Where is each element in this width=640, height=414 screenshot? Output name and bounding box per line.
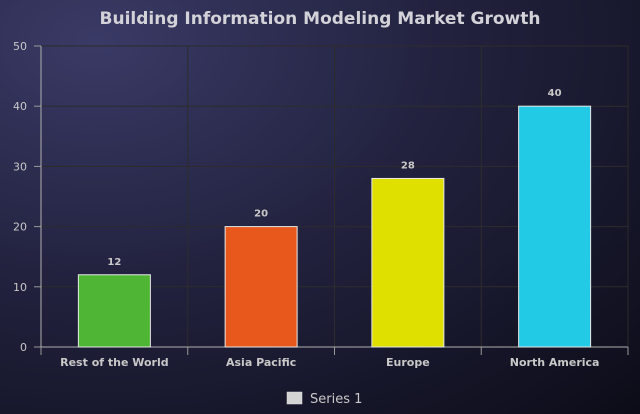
- legend-swatch[interactable]: [286, 391, 303, 405]
- y-tick-label: 50: [13, 40, 27, 53]
- x-tick-label: North America: [510, 356, 600, 369]
- chart-title: Building Information Modeling Market Gro…: [100, 9, 541, 29]
- data-label: 40: [548, 88, 562, 99]
- labels: 0 10 20 30 40 50 12 Rest of the World 20 Asia Pac…: [13, 40, 599, 369]
- data-label: 28: [401, 160, 415, 171]
- x-tick-label: Europe: [386, 356, 430, 369]
- y-tick-label: 30: [13, 160, 27, 173]
- bars: [77, 105, 592, 348]
- bar[interactable]: [518, 105, 592, 348]
- bar[interactable]: [371, 177, 445, 348]
- x-tick-label: Asia Pacific: [226, 356, 296, 369]
- x-tick-label: Rest of the World: [60, 356, 169, 369]
- bar[interactable]: [77, 274, 151, 348]
- y-tick-label: 10: [13, 281, 27, 294]
- bar[interactable]: [224, 226, 298, 348]
- data-label: 20: [254, 209, 268, 220]
- y-tick-label: 40: [13, 100, 27, 113]
- legend[interactable]: Series 1: [286, 391, 362, 407]
- data-label: 12: [107, 257, 121, 268]
- y-tick-label: 20: [13, 221, 27, 234]
- legend-label[interactable]: Series 1: [310, 392, 362, 407]
- y-tick-label: 0: [20, 341, 27, 354]
